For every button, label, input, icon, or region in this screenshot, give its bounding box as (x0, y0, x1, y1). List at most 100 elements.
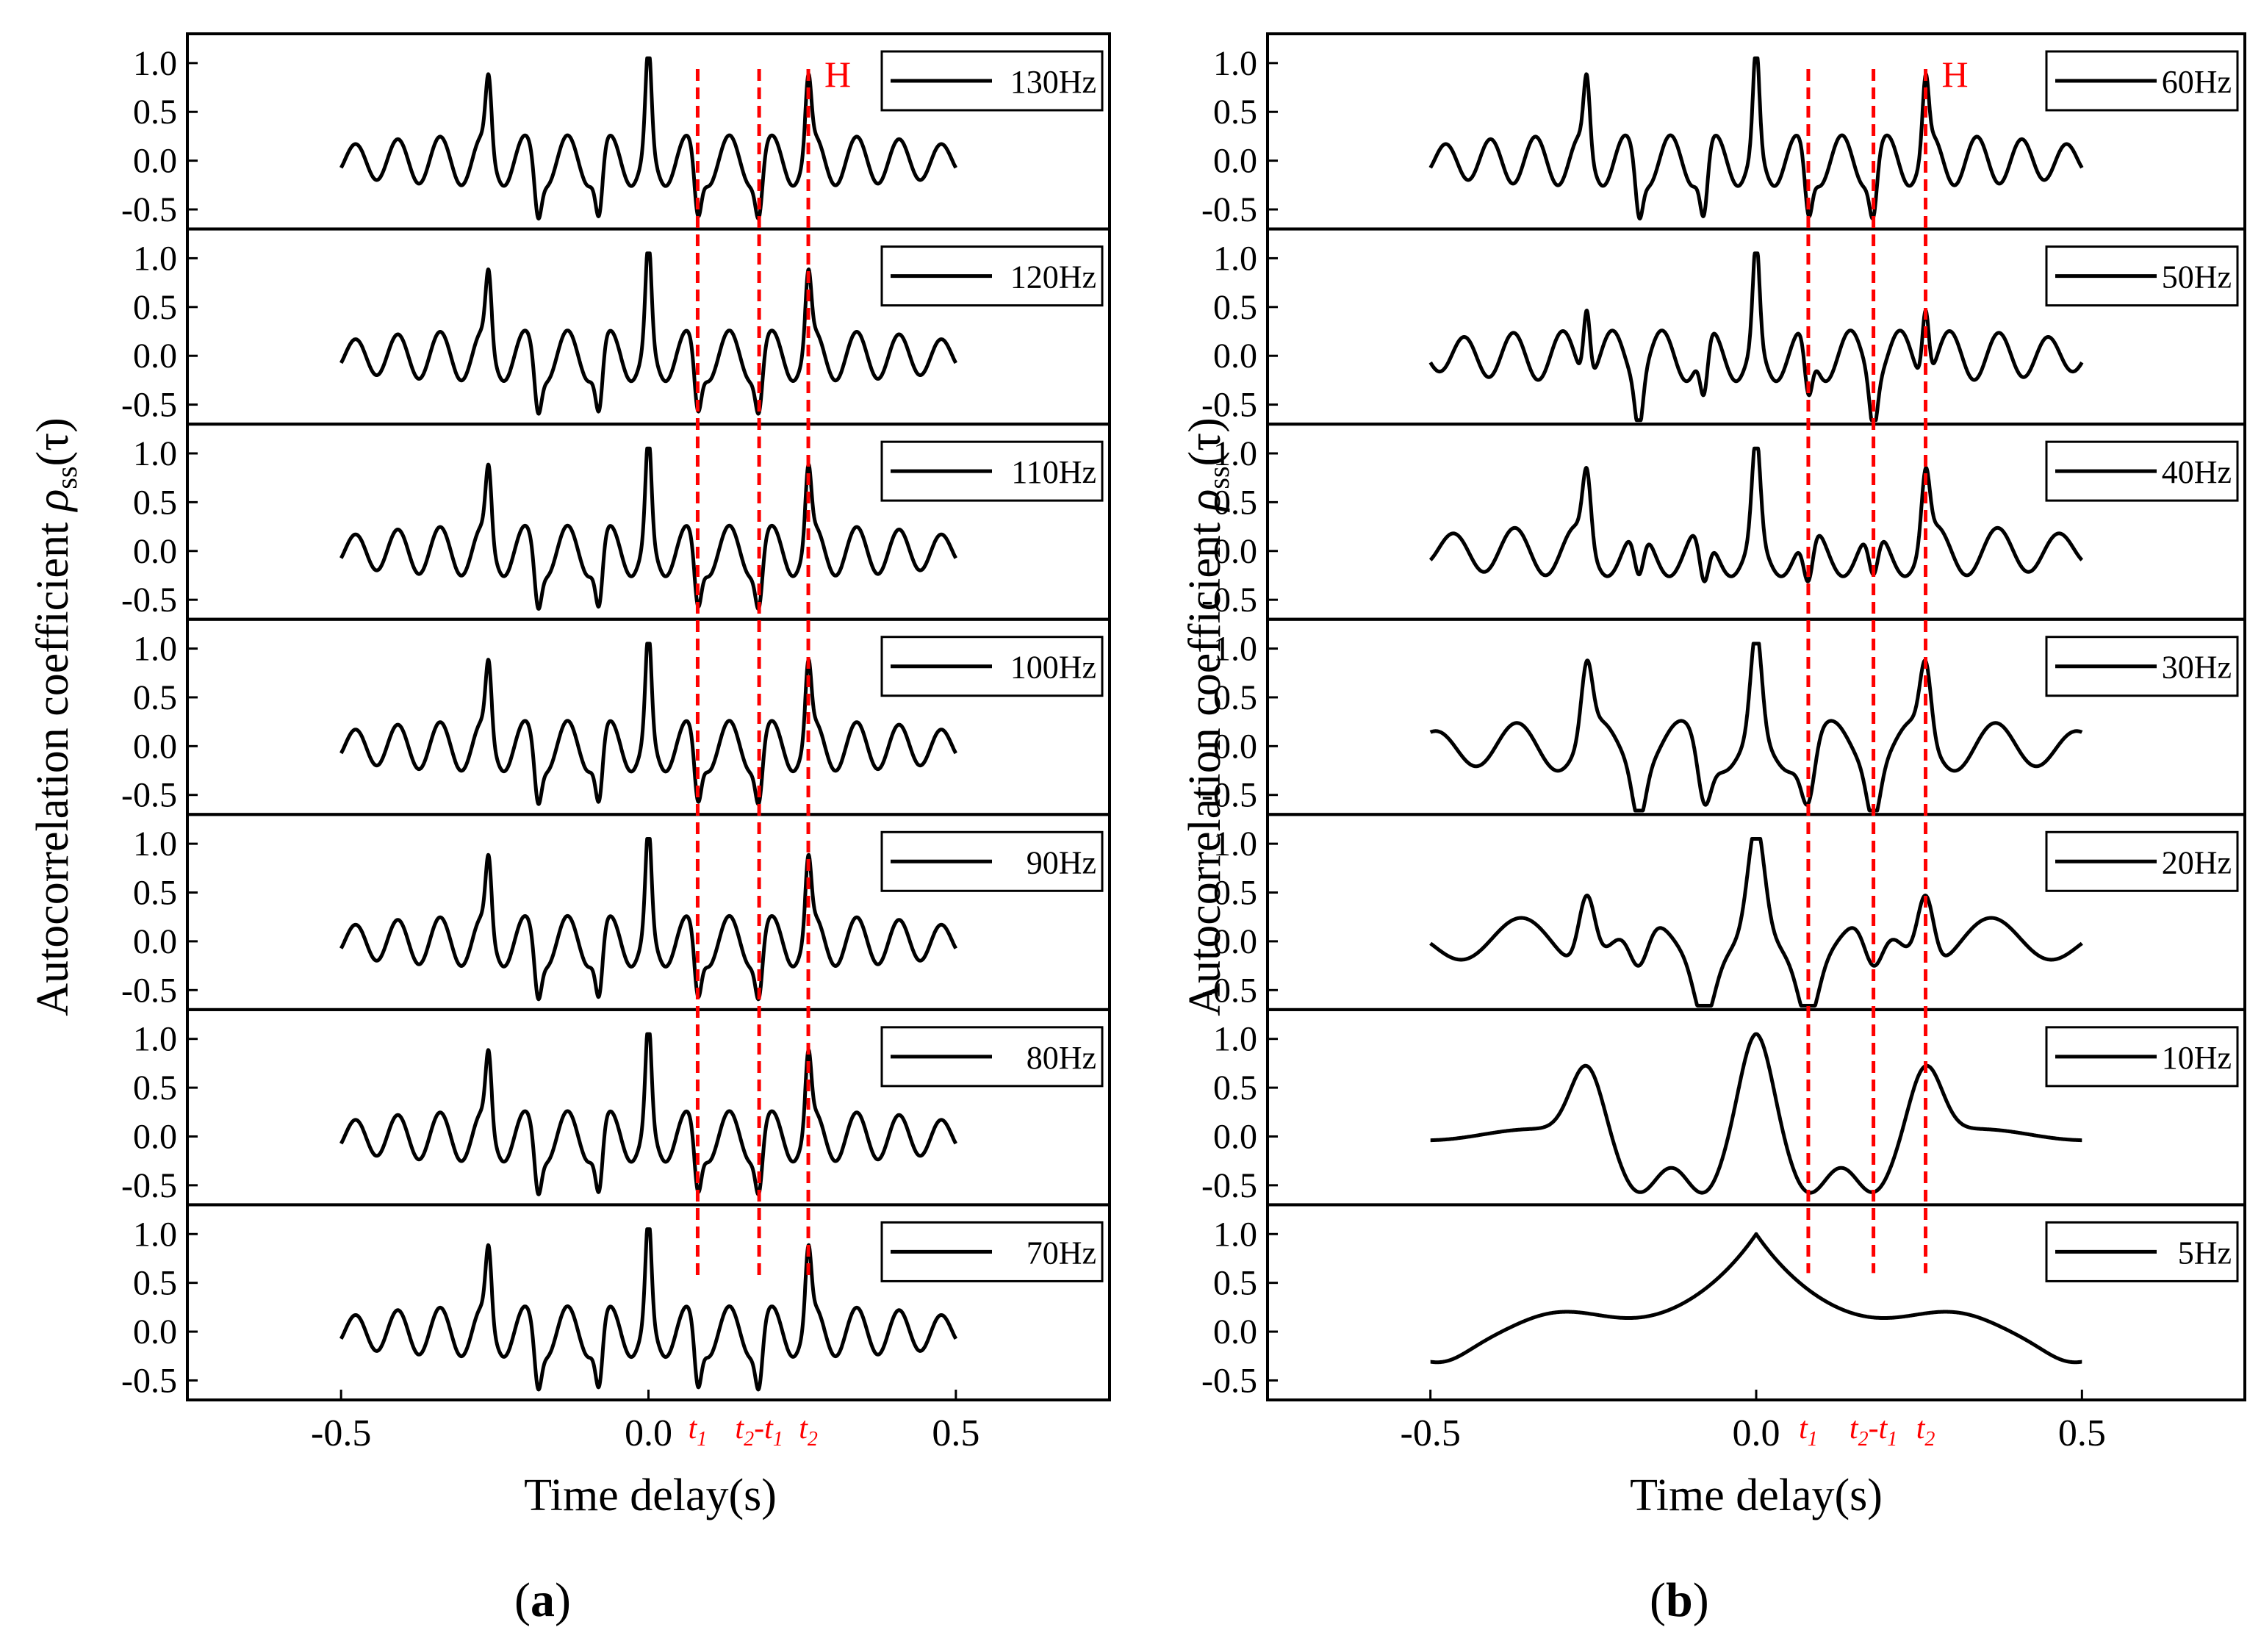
y-tick-label: -0.5 (1201, 581, 1257, 620)
y-tick-label: -0.5 (1201, 386, 1257, 425)
subplot-5Hz: -0.5 0.0 0.5 1.0 5Hz (1201, 1203, 2246, 1402)
y-tick-label: 0.5 (133, 678, 177, 717)
y-tick-label: 0.5 (133, 483, 177, 522)
subplot-40Hz: -0.5 0.0 0.5 1.0 40Hz (1201, 423, 2246, 621)
y-tick-label: 0.5 (133, 874, 177, 913)
panel-a: -0.50.00.51.0 130Hz-0.50.00.51.0 120Hz-0.5… (28, 32, 1111, 1520)
y-tick-label: -0.5 (121, 1166, 177, 1205)
y-tick-label: 1.0 (133, 630, 177, 669)
y-tick-label: 0.5 (133, 1069, 177, 1107)
marker-label-2: t2-t1 (735, 1412, 783, 1451)
legend-label: 40Hz (2162, 454, 2232, 490)
y-tick-label: 1.0 (1213, 1020, 1257, 1059)
y-tick-label: -0.5 (1201, 1361, 1257, 1400)
marker-suffix: -t (1869, 1412, 1888, 1446)
y-axis-label-arg: (τ) (28, 417, 78, 466)
legend-label: 20Hz (2162, 844, 2232, 880)
y-tick-label: -0.5 (121, 190, 177, 229)
marker-symbol: t (1916, 1412, 1926, 1446)
x-axis-label: Time delay(s) (524, 1470, 777, 1520)
marker-label-1: t1 (689, 1412, 708, 1451)
y-tick-label: 1.0 (1213, 434, 1257, 473)
marker-subscript-2: 1 (1887, 1428, 1897, 1451)
marker-subscript: 2 (744, 1428, 754, 1451)
y-axis-label: Autocorrelation coefficient ρss(τ) (1180, 417, 1235, 1016)
annotation-h: H (824, 54, 851, 95)
x-tick-label: 0.5 (932, 1412, 979, 1454)
y-tick-label: -0.5 (1201, 1166, 1257, 1205)
legend-label: 80Hz (1027, 1040, 1096, 1076)
y-tick-label: 0.0 (1213, 337, 1257, 376)
legend-label: 5Hz (2178, 1235, 2232, 1271)
x-tick-label: -0.5 (311, 1412, 371, 1454)
y-axis-label: Autocorrelation coefficient ρss(τ) (28, 417, 83, 1016)
marker-symbol: t (1799, 1412, 1808, 1446)
marker-label-3: t2 (799, 1412, 818, 1451)
subplot-70Hz: -0.5 0.0 0.5 1.0 70Hz (121, 1203, 1111, 1402)
y-tick-label: 0.5 (133, 93, 177, 132)
legend-label: 110Hz (1011, 454, 1096, 490)
panel-label-a: (a) (514, 1573, 571, 1627)
y-tick-label: 0.0 (133, 142, 177, 181)
legend-label: 90Hz (1027, 844, 1096, 880)
y-tick-label: 1.0 (1213, 239, 1257, 278)
x-tick-label: 0.0 (1733, 1412, 1780, 1454)
marker-symbol: t (799, 1412, 808, 1446)
y-tick-label: 0.5 (1213, 1069, 1257, 1107)
y-tick-label: 0.0 (133, 922, 177, 961)
y-tick-label: 0.0 (1213, 1117, 1257, 1156)
subplot-20Hz: -0.5 0.0 0.5 1.0 20Hz (1201, 813, 2246, 1011)
y-tick-label: 0.0 (1213, 1312, 1257, 1351)
y-axis-label-symbol: ρ (1180, 489, 1230, 513)
y-tick-label: 0.5 (1213, 678, 1257, 717)
y-tick-label: 0.0 (1213, 532, 1257, 571)
subplot-50Hz: -0.5 0.0 0.5 1.0 50Hz (1201, 227, 2246, 426)
series-line-130Hz (339, 56, 957, 220)
legend-label: 30Hz (2162, 650, 2232, 686)
series-line-50Hz (1428, 251, 2084, 423)
marker-subscript: 2 (1924, 1428, 1935, 1451)
legend-label: 60Hz (2162, 64, 2232, 100)
y-tick-label: -0.5 (1201, 190, 1257, 229)
y-axis-label-subscript: ss (1202, 466, 1235, 489)
y-tick-label: -0.5 (121, 776, 177, 815)
subplot-110Hz: -0.5 0.0 0.5 1.0 110Hz (121, 423, 1111, 621)
y-axis-label-arg: (τ) (1180, 417, 1230, 466)
subplot-80Hz: -0.5 0.0 0.5 1.0 80Hz (121, 1008, 1111, 1207)
y-tick-label: 0.0 (133, 532, 177, 571)
y-tick-label: -0.5 (121, 386, 177, 425)
legend-label: 120Hz (1010, 259, 1096, 295)
series-line-10Hz (1428, 1032, 2084, 1195)
y-tick-label: 0.5 (1213, 1264, 1257, 1303)
y-tick-label: -0.5 (121, 581, 177, 620)
marker-suffix: -t (754, 1412, 774, 1446)
subplot-90Hz: -0.5 0.0 0.5 1.0 90Hz (121, 813, 1111, 1011)
marker-subscript: 1 (1808, 1428, 1818, 1451)
y-tick-label: 1.0 (133, 44, 177, 83)
marker-symbol: t (689, 1412, 698, 1446)
y-tick-label: 0.0 (133, 1117, 177, 1156)
marker-label-1: t1 (1799, 1412, 1818, 1451)
y-tick-label: 1.0 (133, 1215, 177, 1254)
x-tick-label: 0.0 (625, 1412, 672, 1454)
y-tick-label: 0.0 (133, 337, 177, 376)
y-tick-label: -0.5 (1201, 971, 1257, 1010)
series-line-40Hz (1428, 446, 2084, 583)
y-tick-label: 0.5 (133, 288, 177, 327)
y-tick-label: 1.0 (133, 434, 177, 473)
series-line-70Hz (339, 1227, 957, 1392)
y-tick-label: 1.0 (1213, 44, 1257, 83)
subplot-100Hz: -0.5 0.0 0.5 1.0 100Hz (121, 617, 1111, 816)
series-line-60Hz (1428, 56, 2084, 220)
marker-symbol: t (1850, 1412, 1859, 1446)
series-line-100Hz (339, 642, 957, 806)
y-tick-label: 1.0 (133, 1020, 177, 1059)
y-tick-label: 1.0 (1213, 825, 1257, 863)
y-tick-label: 0.5 (1213, 93, 1257, 132)
legend-label: 10Hz (2162, 1040, 2232, 1076)
x-tick-label: -0.5 (1401, 1412, 1461, 1454)
subplot-30Hz: -0.5 0.0 0.5 1.0 30Hz (1201, 617, 2246, 816)
x-axis-label: Time delay(s) (1630, 1470, 1883, 1520)
legend-label: 100Hz (1010, 650, 1096, 686)
